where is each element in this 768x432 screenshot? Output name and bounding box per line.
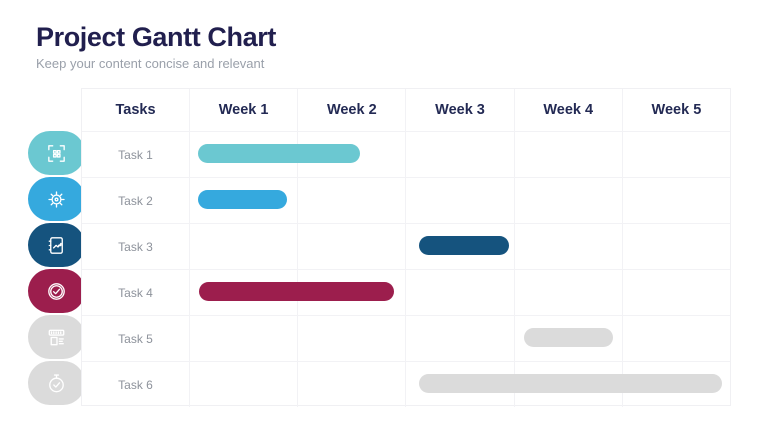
week-cell <box>298 270 407 315</box>
week-cell <box>515 132 623 177</box>
task-label: Task 3 <box>118 239 153 254</box>
task-pill-task-6 <box>28 361 85 405</box>
task-label-cell: Task 3 <box>82 224 190 269</box>
report-chart-icon <box>48 236 63 254</box>
kiosk-icon <box>48 329 65 345</box>
week-cell <box>190 362 299 407</box>
column-header: Week 4 <box>515 89 623 131</box>
week-cell <box>406 362 515 407</box>
week-cell <box>623 132 730 177</box>
gear-team-icon <box>48 190 65 208</box>
task-pill-task-3 <box>28 223 85 267</box>
week-cell <box>406 270 515 315</box>
task-row: Task 2 <box>82 177 730 223</box>
task-label-cell: Task 2 <box>82 178 190 223</box>
table-header-row: Tasks Week 1 Week 2 Week 3 Week 4 Week 5 <box>82 89 730 131</box>
week-cell <box>623 178 730 223</box>
week-cell <box>190 132 299 177</box>
task-row: Task 4 <box>82 269 730 315</box>
qr-scan-icon <box>48 144 65 162</box>
page-title: Project Gantt Chart <box>36 22 276 52</box>
column-header: Week 5 <box>651 102 702 118</box>
week-cell <box>298 224 407 269</box>
table-body: Task 1 Task 2 Task 3 Task 4 <box>82 131 730 407</box>
week-cell <box>190 178 299 223</box>
task-label: Task 2 <box>118 193 153 208</box>
task-pill-task-4 <box>28 269 85 313</box>
week-cell <box>515 362 623 407</box>
task-row: Task 5 <box>82 315 730 361</box>
column-header: Tasks <box>82 89 190 131</box>
column-header: Week 3 <box>406 89 515 131</box>
stopwatch-icon <box>49 373 64 392</box>
week-cell <box>298 316 407 361</box>
week-cell <box>623 362 730 407</box>
week-cell <box>298 178 407 223</box>
task-label: Task 5 <box>118 331 153 346</box>
task-row: Task 3 <box>82 223 730 269</box>
task-label: Task 4 <box>118 285 153 300</box>
task-label: Task 6 <box>118 377 153 392</box>
task-row: Task 1 <box>82 131 730 177</box>
task-row: Task 6 <box>82 361 730 407</box>
check-circle-icon <box>48 282 65 300</box>
week-cell <box>298 132 407 177</box>
task-label: Task 1 <box>118 147 153 162</box>
task-label-cell: Task 1 <box>82 132 190 177</box>
task-pill-task-1 <box>28 131 85 175</box>
week-cell <box>190 270 299 315</box>
task-label-cell: Task 4 <box>82 270 190 315</box>
gantt-table: Tasks Week 1 Week 2 Week 3 Week 4 Week 5 Task… <box>81 88 731 407</box>
week-cell <box>515 270 623 315</box>
week-cell <box>623 316 730 361</box>
week-cell <box>406 316 515 361</box>
week-cell <box>623 270 730 315</box>
week-cell <box>623 224 730 269</box>
week-cell <box>190 316 299 361</box>
task-pill-task-2 <box>28 177 85 221</box>
week-cell <box>406 132 515 177</box>
week-cell <box>406 178 515 223</box>
column-header: Week 2 <box>298 89 407 131</box>
week-cell <box>515 224 623 269</box>
week-cell <box>515 316 623 361</box>
task-pill-task-5 <box>28 315 85 359</box>
week-cell <box>515 178 623 223</box>
week-cell <box>298 362 407 407</box>
week-cell <box>406 224 515 269</box>
week-cell <box>190 224 299 269</box>
task-label-cell: Task 6 <box>82 362 190 407</box>
page-subtitle: Keep your content concise and relevant <box>36 56 265 71</box>
task-label-cell: Task 5 <box>82 316 190 361</box>
task-icon-rail <box>28 0 85 432</box>
column-header: Week 1 <box>190 89 299 131</box>
